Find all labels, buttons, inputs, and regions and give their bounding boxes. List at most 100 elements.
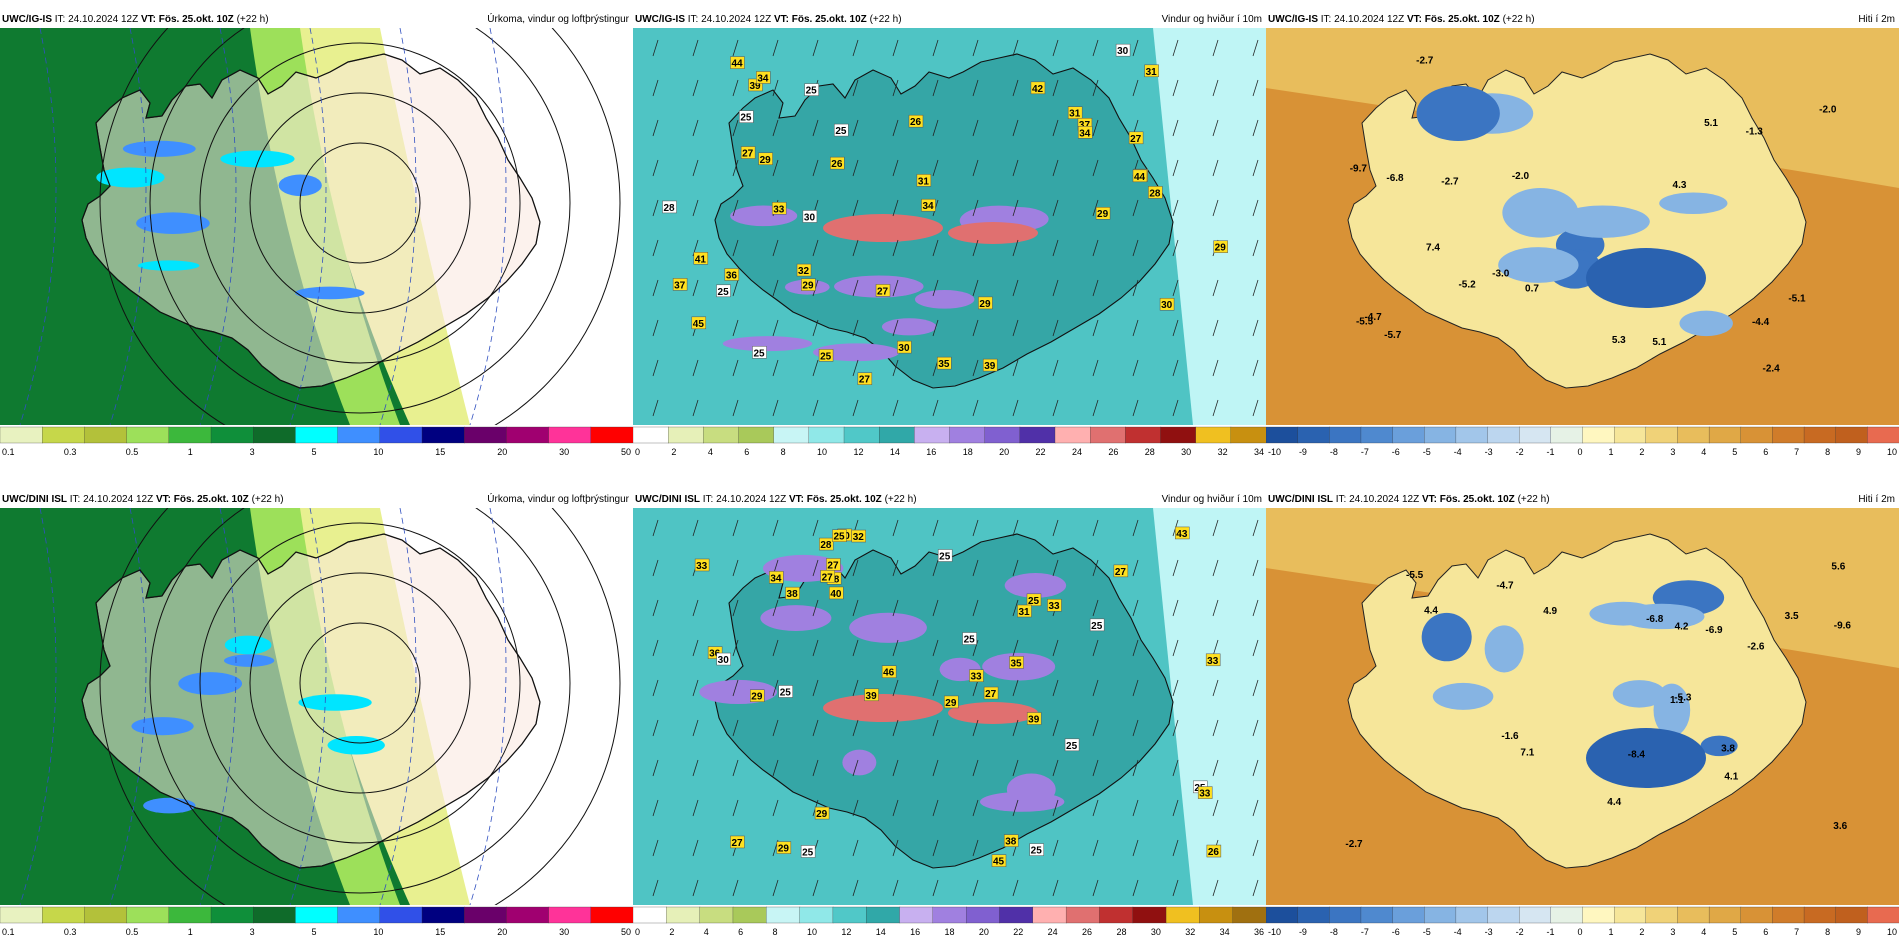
gust-label-box xyxy=(1047,598,1062,612)
colorbar-swatch xyxy=(295,906,339,924)
wind-arrow xyxy=(852,359,859,377)
colorbar-tick-label: -1 xyxy=(1547,447,1555,457)
colorbar-swatch xyxy=(1740,426,1774,444)
gust-value-label: 30 xyxy=(716,652,731,666)
heavy-precip-cell xyxy=(136,212,210,234)
strong-wind-area xyxy=(849,612,927,643)
colorbar-tick-label: 6 xyxy=(738,927,743,937)
gust-label-text: 34 xyxy=(757,73,769,84)
colorbar-swatch xyxy=(1099,906,1134,924)
wind-arrow xyxy=(892,719,899,737)
colorbar-tick-label: 10 xyxy=(1887,927,1897,937)
heavy-precip-cell xyxy=(178,672,243,696)
heavy-precip-cell xyxy=(131,717,194,736)
colorbar-swatch xyxy=(1195,426,1232,444)
wind-arrow xyxy=(692,279,699,297)
colorbar-swatch xyxy=(1550,906,1584,924)
wind-arrow xyxy=(812,39,819,57)
colorbar-tick-label: 50 xyxy=(621,927,631,937)
wind-arrow xyxy=(1052,39,1059,57)
gust-label-text: 27 xyxy=(827,560,839,571)
wind-arrow xyxy=(932,839,939,857)
wind-arrow xyxy=(732,799,739,817)
gust-label-text: 33 xyxy=(773,204,785,215)
wind-arrow xyxy=(1252,359,1259,377)
colorbar-swatch xyxy=(464,426,508,444)
gust-value-label: 29 xyxy=(944,695,959,709)
wind-arrow xyxy=(1052,759,1059,777)
wind-arrow xyxy=(1172,239,1179,257)
model-name: UWC/IG-IS xyxy=(1268,14,1318,25)
gust-value-label: 29 xyxy=(1095,206,1111,220)
wind-arrow xyxy=(1132,599,1139,617)
wind-panel-igis: UWC/IG-IS IT: 24.10.2024 12Z VT: Fös. 25… xyxy=(633,12,1266,472)
strong-wind-area xyxy=(722,336,813,352)
cold-area xyxy=(1700,735,1738,757)
gust-label-box xyxy=(864,688,879,702)
colorbar-tick-label: 30 xyxy=(559,927,569,937)
wind-arrow xyxy=(1012,799,1019,817)
temperature-value-label: -2.7 xyxy=(1345,839,1363,850)
wind-arrow xyxy=(1252,719,1259,737)
wind-arrow xyxy=(772,399,779,417)
gust-value-label: 32 xyxy=(796,263,812,277)
gust-value-label: 25 xyxy=(1026,593,1042,607)
dashed-contour xyxy=(469,28,507,425)
wind-arrow xyxy=(972,319,979,337)
wind-arrow xyxy=(692,159,699,177)
wind-arrow xyxy=(1012,759,1019,777)
temperature-value-label: 0.7 xyxy=(1525,284,1539,295)
colorbar-swatch xyxy=(253,426,297,444)
wind-arrow xyxy=(932,279,939,297)
gust-label-text: 25 xyxy=(806,86,818,97)
temperature-value-label: 4.1 xyxy=(1724,772,1738,783)
colorbar-tick-label: 30 xyxy=(559,447,569,457)
gust-value-label: 38 xyxy=(785,586,800,600)
coastline xyxy=(81,533,541,869)
gust-label-box xyxy=(820,570,835,583)
colorbar-swatch xyxy=(966,906,1001,924)
colorbar-tick-label: 26 xyxy=(1082,927,1092,937)
isobar xyxy=(299,622,421,744)
heavy-precip-cell xyxy=(278,174,322,197)
precip-map xyxy=(0,28,633,425)
wind-arrow xyxy=(932,39,939,57)
gust-label-box xyxy=(1113,564,1129,578)
wind-arrow xyxy=(1212,399,1219,417)
colorbar-tick-label: 4 xyxy=(1701,927,1706,937)
wind-arrow xyxy=(1052,799,1059,817)
gust-label-text: 27 xyxy=(731,838,743,849)
gust-label-box xyxy=(1128,131,1144,145)
colorbar-swatch xyxy=(1065,906,1101,924)
colorbar-swatch xyxy=(1803,906,1837,924)
wind-arrow xyxy=(692,359,699,377)
wind-arrow xyxy=(1012,519,1019,537)
gust-label-text: 26 xyxy=(1208,847,1220,858)
wind-arrow xyxy=(932,639,939,657)
wind-arrow xyxy=(1012,679,1019,697)
gust-label-box xyxy=(969,669,984,682)
panel-header-left: UWC/DINI ISL IT: 24.10.2024 12Z VT: Fös.… xyxy=(1268,492,1550,508)
colorbar-tick-label: 5 xyxy=(1732,927,1737,937)
gust-label-box xyxy=(978,296,993,310)
gust-value-label: 29 xyxy=(758,152,773,166)
lead-time: (+22 h) xyxy=(1517,494,1550,505)
wind-arrow xyxy=(812,519,819,537)
wind-arrow xyxy=(692,759,699,777)
temperature-value-label: -4.7 xyxy=(1496,581,1514,592)
colorbar-swatch xyxy=(1232,906,1266,924)
gust-label-box xyxy=(740,146,756,159)
gust-value-label: 29 xyxy=(750,689,765,703)
wind-arrow xyxy=(1212,39,1219,57)
panel-header: UWC/DINI ISL IT: 24.10.2024 12Z VT: Fös.… xyxy=(0,492,633,508)
wind-colorbar: 0 2 4 6 8 10 12 14 16 18 20 22 24 26 28 30 32 34 36 xyxy=(633,905,1266,941)
vt-value: Fös. 25.okt. 10Z xyxy=(1439,494,1515,505)
temperature-value-label: 4.2 xyxy=(1675,622,1689,633)
wind-arrow xyxy=(1132,679,1139,697)
colorbar-swatch xyxy=(1329,906,1362,924)
wind-arrow xyxy=(1132,399,1139,417)
gust-label-box xyxy=(694,558,710,572)
wind-arrow xyxy=(732,639,739,657)
colorbar-swatch xyxy=(337,906,381,924)
colorbar-swatch xyxy=(1132,906,1167,924)
